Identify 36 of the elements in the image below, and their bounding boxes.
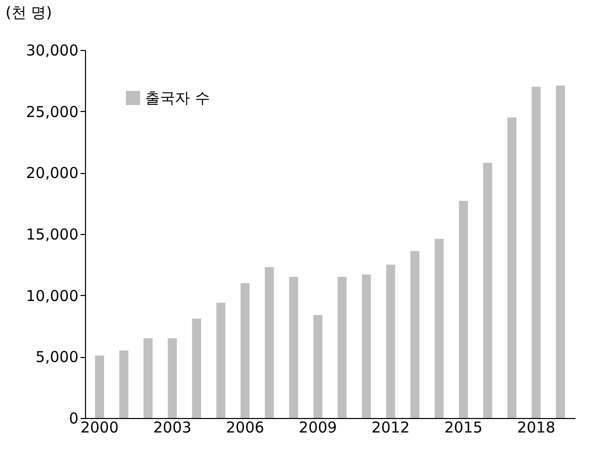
bar <box>144 338 153 418</box>
bar <box>410 251 420 418</box>
bar <box>386 264 396 418</box>
legend-label: 출국자 수 <box>145 89 210 107</box>
bar <box>362 274 371 418</box>
bar <box>289 276 298 418</box>
bar <box>168 338 177 418</box>
x-tick-label: 2006 <box>226 418 264 436</box>
bar <box>240 283 250 418</box>
bar <box>532 86 541 418</box>
x-tick-label: 2000 <box>80 418 119 436</box>
bar <box>458 200 468 418</box>
y-tick-label: 30,000 <box>26 42 78 60</box>
y-tick-label: 15,000 <box>26 226 78 244</box>
bar <box>313 314 322 418</box>
y-axis-title: (천 명) <box>6 4 52 22</box>
x-tick-label: 2003 <box>153 418 192 436</box>
x-tick-label: 2018 <box>517 418 556 436</box>
y-tick-label: 20,000 <box>26 164 78 182</box>
y-tick-label: 25,000 <box>26 102 78 121</box>
x-tick-label: 2009 <box>298 418 337 436</box>
bar <box>338 276 347 418</box>
bar <box>119 350 128 418</box>
bar <box>556 86 565 418</box>
bar <box>434 238 444 418</box>
y-tick-label: 0 <box>68 410 78 428</box>
x-tick-label: 2015 <box>444 418 483 436</box>
bar <box>192 318 202 418</box>
bar <box>95 355 104 418</box>
bar <box>483 162 492 418</box>
y-tick-label: 10,000 <box>26 286 78 305</box>
bar <box>507 117 516 418</box>
bar <box>216 302 226 418</box>
x-tick-label: 2012 <box>372 418 410 436</box>
bar <box>264 267 274 418</box>
y-tick-label: 5,000 <box>36 348 78 366</box>
